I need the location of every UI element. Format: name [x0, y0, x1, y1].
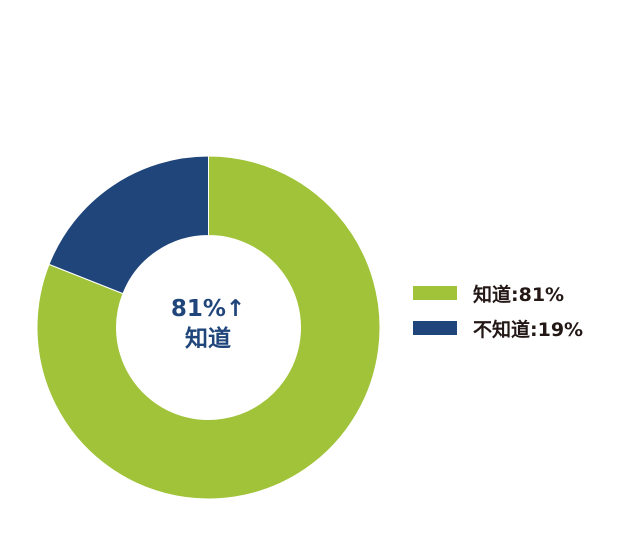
slice-know — [36, 155, 381, 500]
legend-swatch-know — [413, 286, 457, 300]
legend-swatch-dont-know — [413, 321, 457, 335]
legend-label-know: 知道:81% — [473, 283, 565, 306]
slice-dont-know — [48, 155, 209, 295]
legend-item-dont-know: 不知道:19% — [413, 317, 584, 341]
center-text: 知道 — [185, 326, 231, 352]
center-value: 81%↑ — [170, 296, 246, 322]
legend: 知道:81% 不知道:19% — [413, 282, 583, 352]
legend-label-dont-know: 不知道:19% — [473, 318, 584, 341]
legend-item-know: 知道:81% — [413, 282, 583, 306]
center-label: 81%↑ 知道 — [116, 294, 300, 354]
